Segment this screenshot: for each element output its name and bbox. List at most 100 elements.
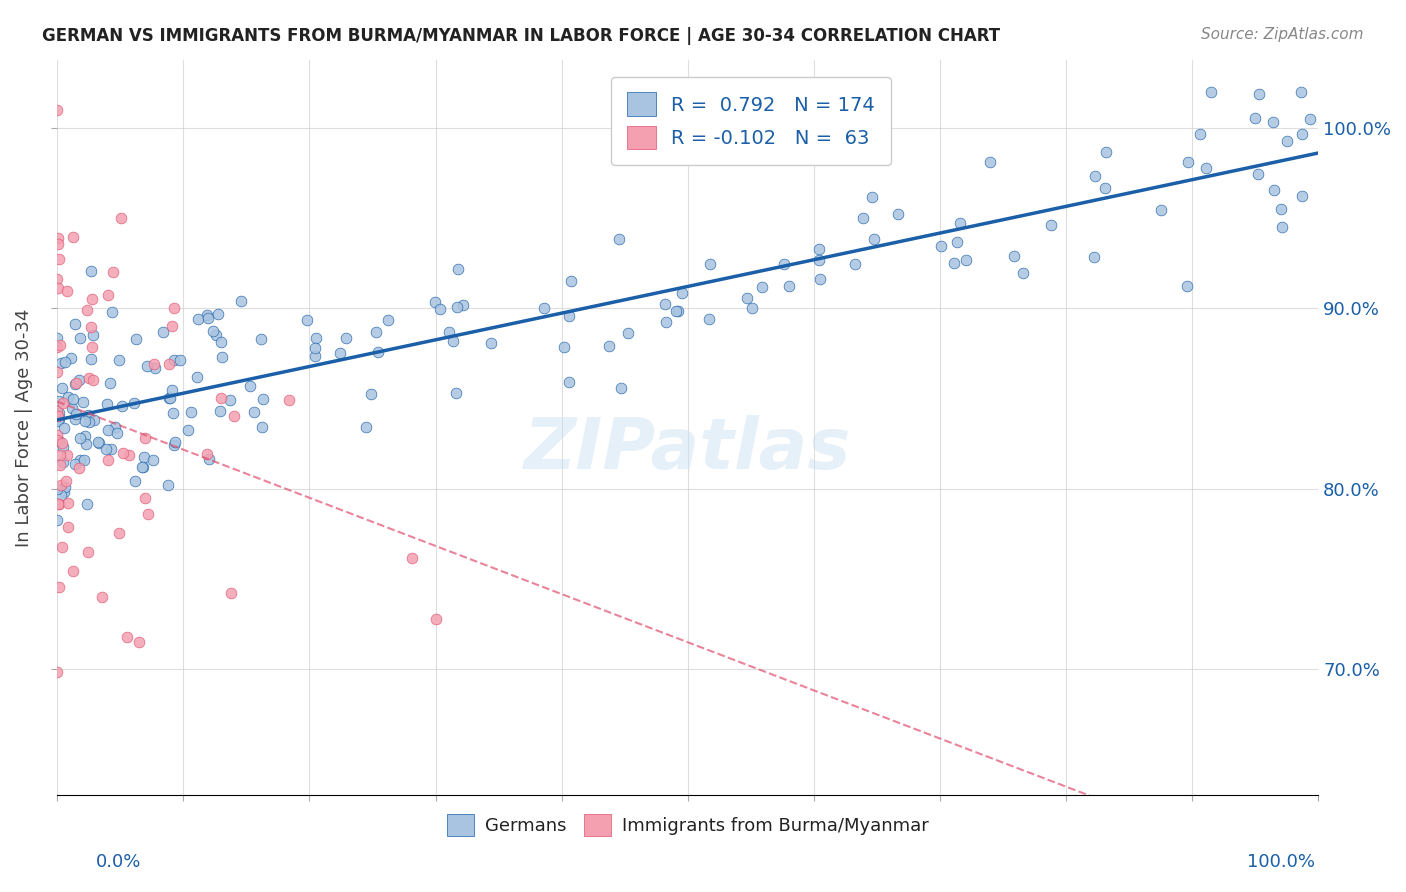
Point	[136, 507, 159, 521]
Point	[1263, 183, 1285, 197]
Point	[77, 409, 100, 423]
Point	[75, 437, 97, 451]
Point	[108, 352, 131, 367]
Point	[65, 457, 87, 471]
Point	[444, 386, 467, 401]
Point	[132, 460, 155, 475]
Point	[53, 355, 76, 369]
Point	[49, 356, 72, 370]
Point	[77, 415, 100, 429]
Point	[46, 103, 69, 117]
Point	[46, 237, 69, 252]
Point	[949, 216, 972, 230]
Point	[808, 253, 831, 268]
Point	[1270, 202, 1292, 216]
Point	[142, 453, 165, 467]
Point	[80, 263, 103, 277]
Point	[65, 412, 87, 426]
Point	[132, 450, 155, 464]
Point	[955, 253, 977, 268]
Point	[242, 405, 264, 419]
Point	[51, 477, 73, 491]
Point	[218, 392, 240, 407]
Point	[929, 239, 952, 253]
Point	[125, 332, 148, 346]
Point	[49, 458, 72, 472]
Point	[305, 331, 328, 345]
Point	[53, 420, 76, 434]
Point	[96, 453, 118, 467]
Point	[697, 312, 720, 326]
Point	[844, 257, 866, 271]
Point	[169, 353, 191, 368]
Point	[607, 231, 630, 245]
Point	[231, 294, 253, 309]
Point	[63, 376, 86, 391]
Point	[423, 294, 446, 309]
Point	[52, 395, 75, 409]
Point	[67, 373, 90, 387]
Point	[887, 207, 910, 221]
Point	[62, 564, 84, 578]
Point	[1094, 181, 1116, 195]
Point	[55, 475, 77, 489]
Point	[1094, 145, 1116, 160]
Point	[134, 431, 156, 445]
Point	[48, 406, 70, 420]
Point	[177, 423, 200, 437]
Point	[329, 346, 352, 360]
Point	[56, 448, 79, 462]
Point	[1177, 155, 1199, 169]
Point	[863, 232, 886, 246]
Point	[82, 373, 104, 387]
Point	[76, 496, 98, 510]
Point	[143, 360, 166, 375]
Point	[1188, 127, 1211, 141]
Point	[1271, 220, 1294, 235]
Point	[162, 438, 184, 452]
Point	[377, 313, 399, 327]
Text: Source: ZipAtlas.com: Source: ZipAtlas.com	[1201, 27, 1364, 42]
Point	[1201, 85, 1223, 99]
Point	[1277, 134, 1299, 148]
Point	[77, 371, 100, 385]
Point	[1261, 115, 1284, 129]
Point	[51, 541, 73, 555]
Point	[211, 350, 233, 364]
Point	[1083, 250, 1105, 264]
Point	[654, 296, 676, 310]
Point	[49, 488, 72, 502]
Point	[665, 304, 688, 318]
Text: 0.0%: 0.0%	[96, 853, 141, 871]
Point	[186, 370, 208, 384]
Point	[1244, 111, 1267, 125]
Point	[163, 435, 186, 450]
Point	[598, 339, 620, 353]
Point	[437, 326, 460, 340]
Point	[195, 447, 218, 461]
Point	[557, 309, 579, 323]
Point	[100, 442, 122, 456]
Point	[46, 408, 69, 422]
Point	[1011, 266, 1033, 280]
Point	[162, 406, 184, 420]
Point	[65, 376, 87, 391]
Point	[48, 581, 70, 595]
Point	[205, 327, 228, 342]
Point	[1247, 167, 1270, 181]
Point	[751, 280, 773, 294]
Text: ZIPatlas: ZIPatlas	[524, 415, 852, 484]
Point	[209, 404, 232, 418]
Point	[852, 211, 875, 225]
Point	[224, 409, 246, 424]
Point	[118, 448, 141, 462]
Point	[187, 311, 209, 326]
Point	[163, 301, 186, 316]
Point	[73, 414, 96, 428]
Point	[250, 332, 273, 346]
Point	[1175, 278, 1198, 293]
Point	[671, 286, 693, 301]
Point	[52, 440, 75, 454]
Point	[53, 485, 76, 500]
Point	[110, 211, 132, 225]
